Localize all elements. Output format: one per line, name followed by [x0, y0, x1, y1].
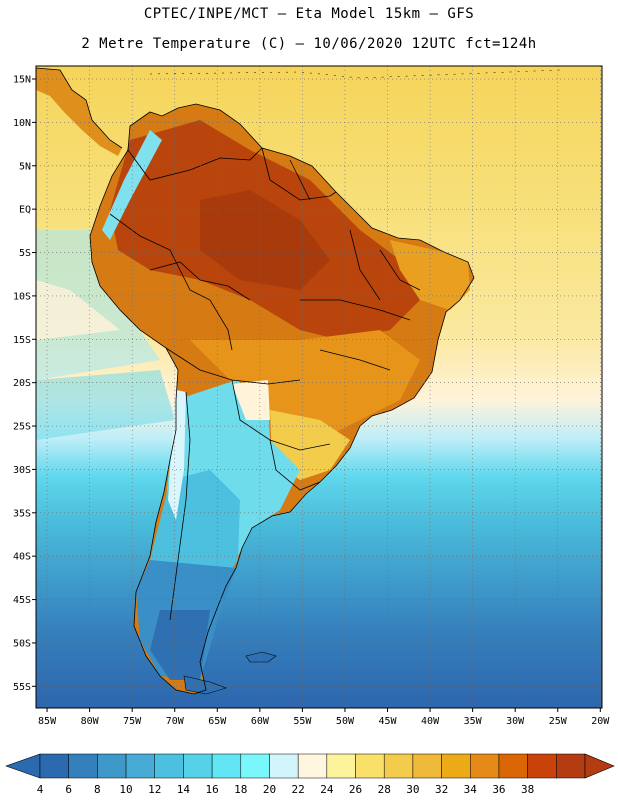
colorbar-swatch [269, 753, 299, 779]
lon-tick-label: 80W [81, 716, 100, 727]
lon-tick-label: 65W [208, 716, 227, 727]
colorbar-low-arrow [5, 753, 41, 779]
colorbar-swatch [125, 753, 155, 779]
country-borders [36, 67, 475, 695]
lon-tick-label: 20W [591, 716, 610, 727]
colorbar-label: 30 [406, 783, 419, 796]
lat-tick-label: 10S [13, 291, 31, 302]
temperature-colorbar: 4 6 8 10 12 14 16 18 20 22 24 26 28 30 32 34 36 38 [5, 753, 615, 796]
lat-tick-label: 55S [13, 682, 31, 693]
colorbar-label: 36 [492, 783, 505, 796]
lat-tick-label: 30S [13, 465, 31, 476]
colorbar-label: 28 [378, 783, 391, 796]
colorbar-swatch [412, 753, 442, 779]
lat-tick-label: 20S [13, 378, 31, 389]
colorbar-swatch [297, 753, 328, 779]
colorbar-swatch [211, 753, 242, 779]
lat-tick-label: 15N [13, 75, 31, 86]
colorbar-swatch [556, 753, 586, 779]
lat-tick-label: 40S [13, 552, 31, 563]
colorbar-swatch [326, 753, 356, 779]
lon-tick-label: 55W [293, 716, 312, 727]
colorbar-label: 10 [119, 783, 132, 796]
lon-tick-label: 75W [123, 716, 142, 727]
lat-tick-label: 5N [19, 161, 31, 172]
colorbar-label: 4 [37, 783, 44, 796]
map-frame [35, 65, 603, 709]
colorbar-label: 12 [148, 783, 161, 796]
lat-tick-label: 25S [13, 422, 31, 433]
colorbar-label: 18 [234, 783, 247, 796]
colorbar-label: 16 [205, 783, 218, 796]
colorbar-swatch [498, 753, 528, 779]
map-title-line2: 2 Metre Temperature (C) – 10/06/2020 12U… [81, 36, 537, 52]
colorbar-swatch [68, 753, 98, 779]
lon-tick-label: 60W [251, 716, 270, 727]
colorbar-label: 34 [464, 783, 478, 796]
colorbar-swatch [154, 753, 184, 779]
lat-tick-label: 45S [13, 595, 31, 606]
colorbar-label: 14 [177, 783, 191, 796]
colorbar-high-arrow [584, 753, 615, 779]
lon-tick-label: 25W [549, 716, 568, 727]
colorbar-swatch [383, 753, 414, 779]
lat-tick-label: EQ [19, 205, 31, 216]
colorbar-label: 22 [292, 783, 305, 796]
lat-tick-label: 5S [19, 248, 31, 259]
colorbar-swatch [183, 753, 213, 779]
colorbar-swatch [240, 753, 270, 779]
lon-tick-label: 35W [464, 716, 483, 727]
lat-tick-label: 35S [13, 508, 31, 519]
lon-tick-label: 30W [506, 716, 525, 727]
colorbar-label: 26 [349, 783, 362, 796]
lat-tick-label: 15S [13, 335, 31, 346]
colorbar-swatch [355, 753, 385, 779]
lat-tick-label: 50S [13, 638, 31, 649]
lon-tick-label: 70W [166, 716, 185, 727]
colorbar-label: 20 [263, 783, 276, 796]
lat-tick-label: 10N [13, 118, 31, 129]
colorbar-label: 8 [94, 783, 101, 796]
lon-tick-label: 45W [378, 716, 397, 727]
colorbar-swatch [470, 753, 500, 779]
lon-tick-label: 85W [38, 716, 57, 727]
colorbar-label: 32 [435, 783, 448, 796]
map-title-line1: CPTEC/INPE/MCT – Eta Model 15km – GFS [143, 6, 475, 22]
lon-tick-label: 40W [421, 716, 440, 727]
colorbar-label: 6 [65, 783, 72, 796]
colorbar-swatch [97, 753, 127, 779]
colorbar-label: 38 [521, 783, 534, 796]
colorbar-swatch [39, 753, 69, 779]
central-america-land [36, 68, 122, 156]
colorbar-swatch [441, 753, 471, 779]
colorbar-swatch [527, 753, 557, 779]
lon-tick-label: 50W [336, 716, 355, 727]
colorbar-label: 24 [320, 783, 334, 796]
